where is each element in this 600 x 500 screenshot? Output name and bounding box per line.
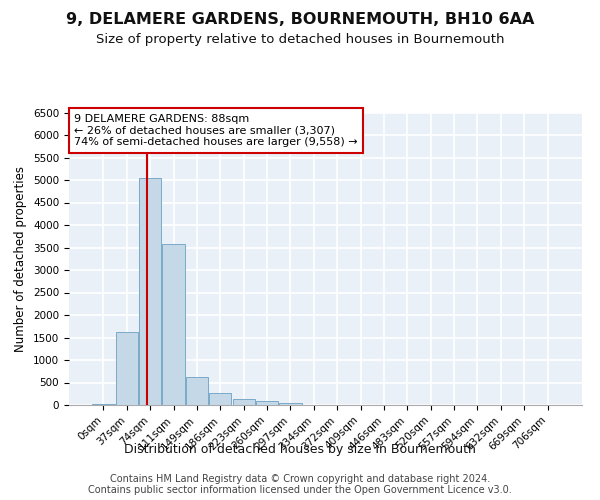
Bar: [186, 377, 208, 405]
Y-axis label: Number of detached properties: Number of detached properties: [14, 166, 28, 352]
Text: 9, DELAMERE GARDENS, BOURNEMOUTH, BH10 6AA: 9, DELAMERE GARDENS, BOURNEMOUTH, BH10 6…: [66, 12, 534, 28]
Bar: [92, 404, 115, 405]
Text: Contains HM Land Registry data © Crown copyright and database right 2024.: Contains HM Land Registry data © Crown c…: [110, 474, 490, 484]
Bar: [280, 403, 302, 405]
Bar: [116, 332, 138, 405]
Bar: [163, 244, 185, 405]
Text: 9 DELAMERE GARDENS: 88sqm
← 26% of detached houses are smaller (3,307)
74% of se: 9 DELAMERE GARDENS: 88sqm ← 26% of detac…: [74, 114, 358, 147]
Bar: [209, 394, 232, 405]
Bar: [256, 400, 278, 405]
Text: Size of property relative to detached houses in Bournemouth: Size of property relative to detached ho…: [96, 32, 504, 46]
Bar: [139, 178, 161, 405]
Text: Contains public sector information licensed under the Open Government Licence v3: Contains public sector information licen…: [88, 485, 512, 495]
Text: Distribution of detached houses by size in Bournemouth: Distribution of detached houses by size …: [124, 442, 476, 456]
Bar: [233, 399, 255, 405]
